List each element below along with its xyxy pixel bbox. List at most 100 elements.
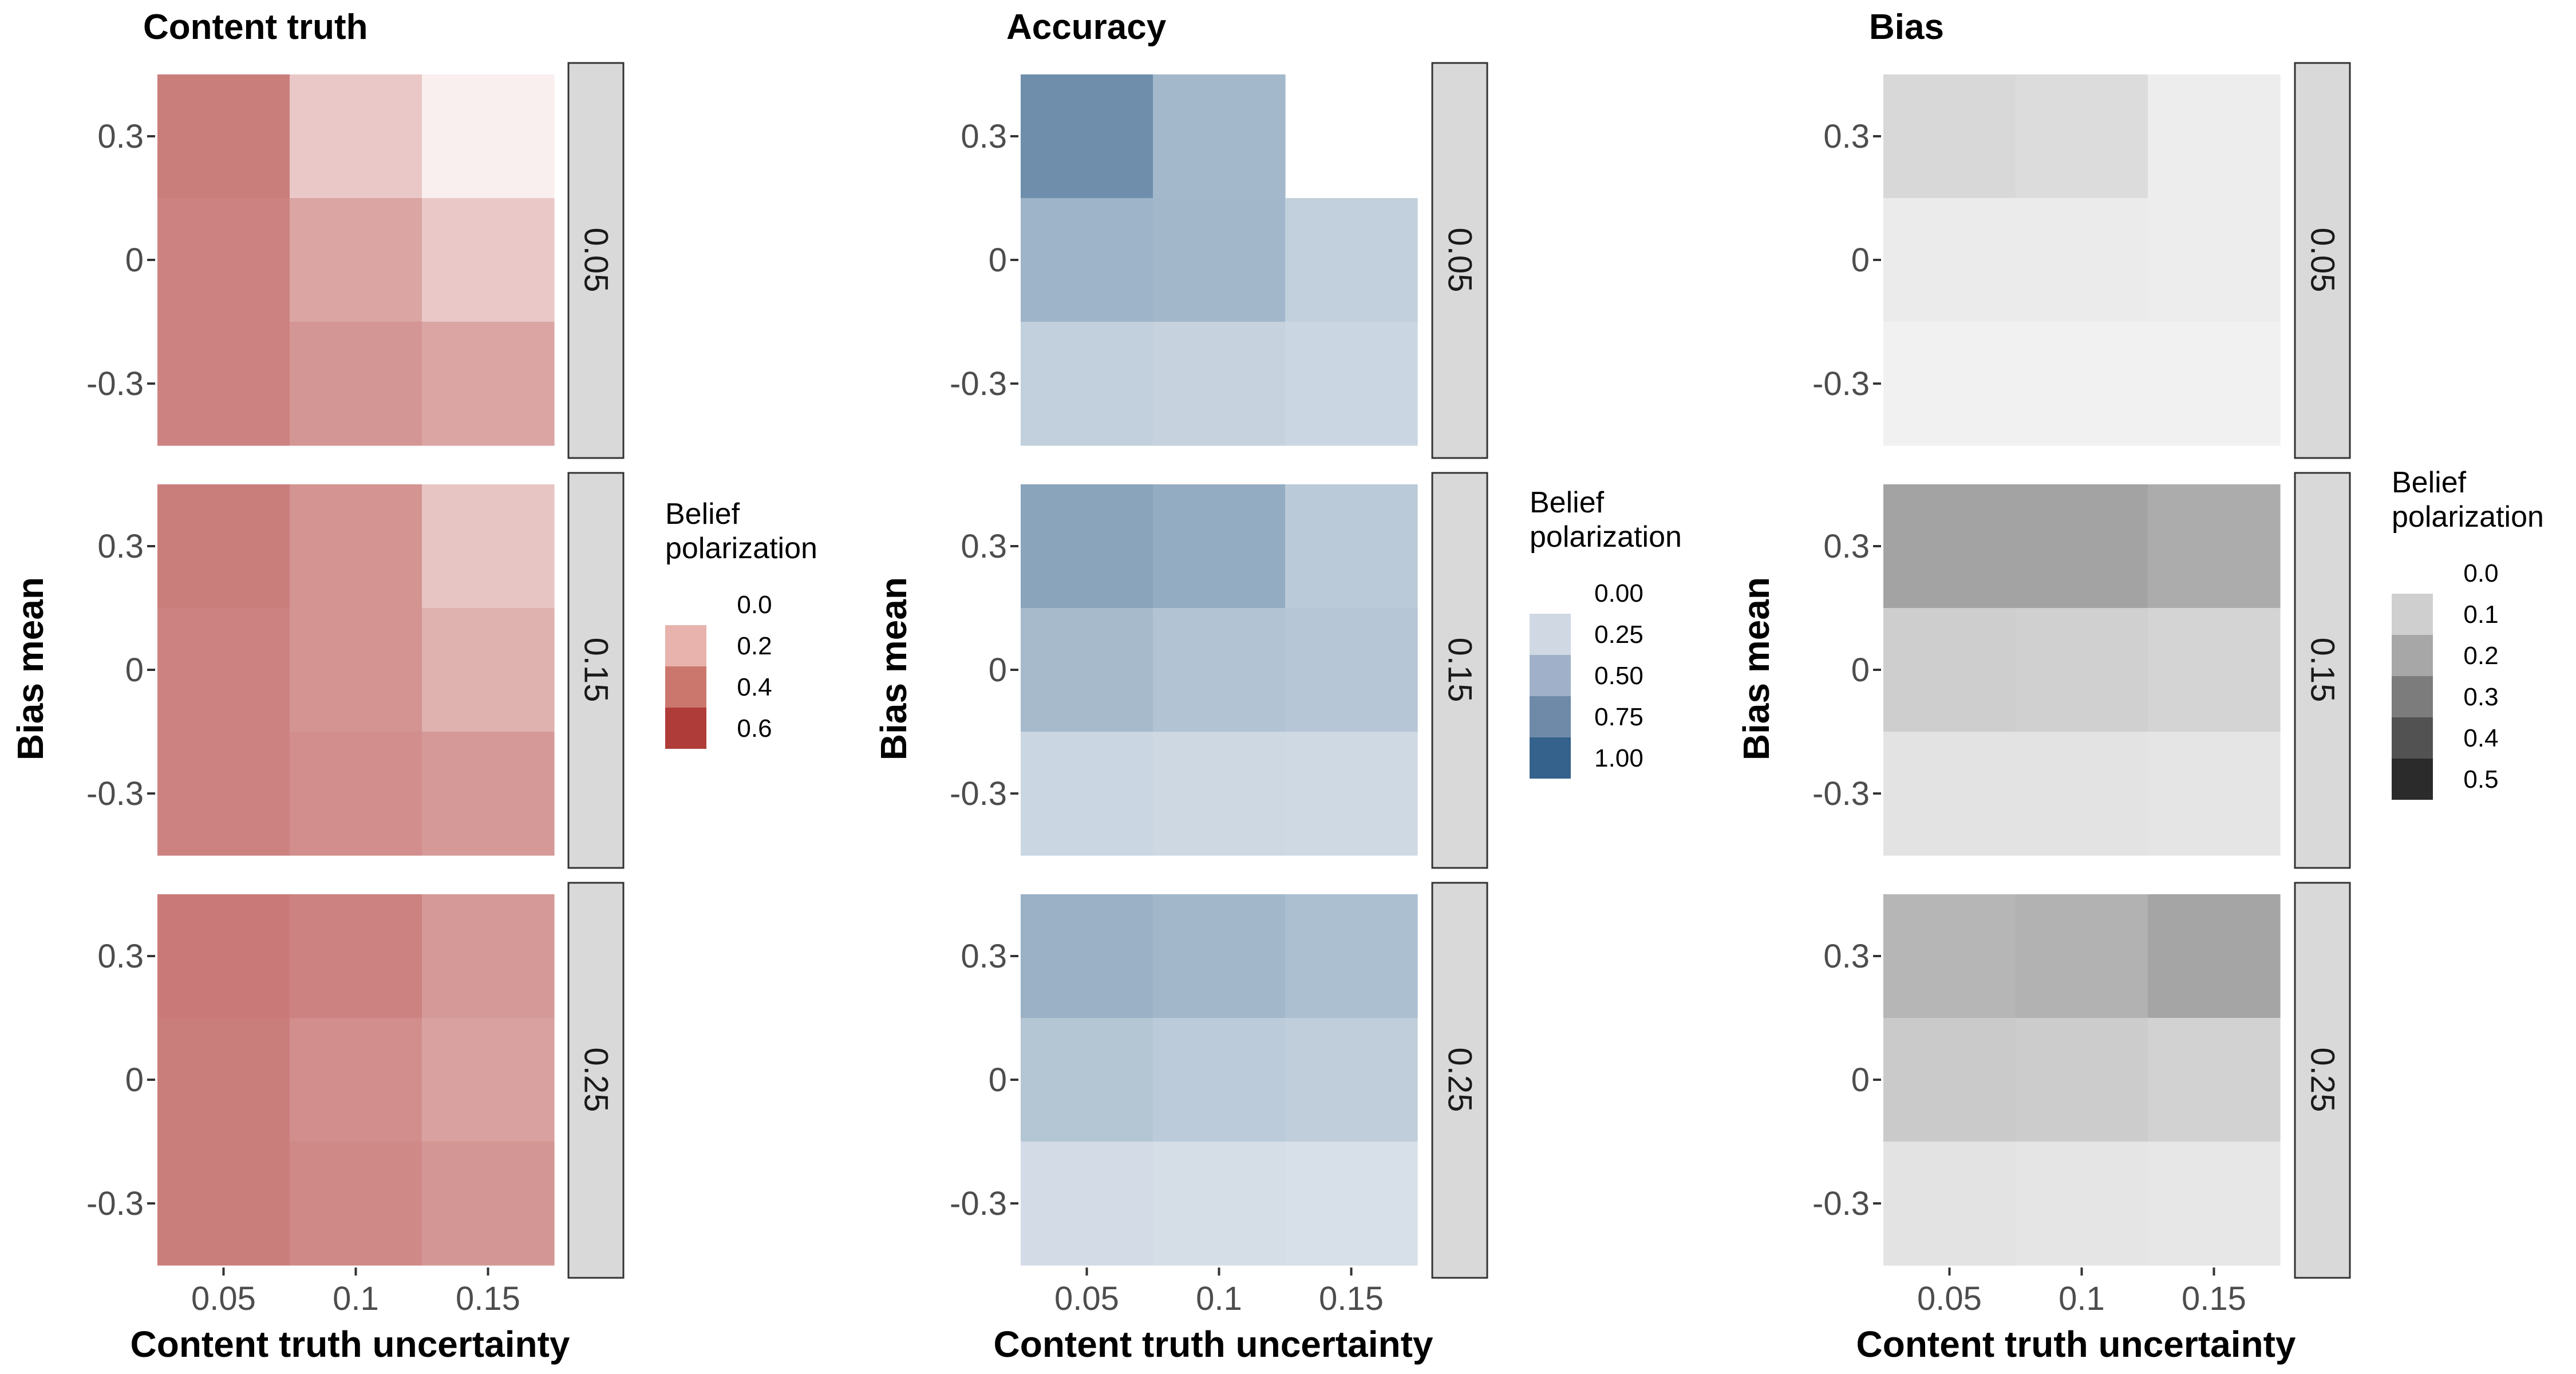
x-tick-label: 0.15 (1319, 1280, 1384, 1317)
heatmap-cell (2016, 894, 2148, 1018)
panel-2: Accuracy 0.3 0 -0.3 0.05 0.3 0 -0.3 0.15 0.3 0 -0.3… (873, 7, 1682, 1365)
facet-strip (1431, 472, 1488, 869)
heatmap-cell (157, 322, 290, 446)
legend-title-line: polarization (2392, 500, 2544, 534)
heatmap-cell (1285, 198, 1418, 322)
legend-key (2392, 676, 2433, 717)
heatmap-cell (1153, 608, 1286, 732)
heatmap-cell (1285, 1018, 1418, 1142)
facet-0.05: 0.3 0 -0.3 0.05 (1812, 62, 2351, 459)
facet-strip-label: 0.15 (1441, 638, 1479, 702)
heatmap-cell (1285, 322, 1418, 446)
x-axis-label: Content truth uncertainty (131, 1324, 570, 1365)
y-tick-label: 0 (1851, 242, 1870, 279)
legend-key (2392, 594, 2433, 635)
heatmap-cell (422, 1142, 555, 1266)
heatmap-cell (2148, 484, 2281, 609)
y-tick-label: 0 (1851, 1061, 1870, 1099)
y-tick-label: -0.3 (86, 1185, 144, 1222)
heatmap-cell (290, 894, 422, 1018)
legend-label: 0.6 (737, 714, 772, 743)
facet-0.05: 0.3 0 -0.3 0.05 (950, 62, 1488, 459)
heatmap-cell (1153, 1142, 1286, 1266)
legend-key (665, 625, 706, 666)
x-tick-label: 0.15 (456, 1280, 520, 1317)
heatmap-cell (422, 732, 555, 856)
y-tick-label: 0 (125, 1061, 144, 1099)
facet-strip (567, 472, 625, 869)
y-tick-label: 0.3 (961, 118, 1007, 155)
legend-key (1530, 614, 1571, 655)
facet-strip-label: 0.05 (578, 228, 615, 293)
heatmap-cell (1021, 74, 1153, 199)
heatmap-cell (2016, 608, 2148, 732)
x-tick-label: 0.05 (1054, 1280, 1119, 1317)
heatmap-cell (1153, 732, 1286, 856)
legend-key (2392, 635, 2433, 676)
x-tick-label: 0.1 (2059, 1280, 2105, 1317)
heatmap-cell (1883, 74, 2016, 199)
legend-label: 0.75 (1594, 703, 1643, 731)
facet-strip (1431, 882, 1488, 1279)
y-tick-label: 0.3 (961, 528, 1007, 565)
y-tick-label: 0 (125, 652, 144, 689)
y-tick-label: -0.3 (1812, 775, 1870, 812)
facet-strip (2294, 472, 2351, 869)
y-tick-label: -0.3 (86, 365, 144, 402)
heatmap-cell (2016, 198, 2148, 322)
legend-label: 0.00 (1594, 579, 1643, 607)
legend-key (2392, 717, 2433, 759)
heatmap-cell (1021, 1018, 1153, 1142)
heatmap-cell (1285, 484, 1418, 609)
y-axis-label: Bias mean (873, 577, 914, 760)
heatmap-cell (1021, 894, 1153, 1018)
heatmap-cell (2148, 198, 2281, 322)
facet-strip (2294, 62, 2351, 459)
facet-strip-label: 0.15 (578, 638, 615, 702)
legend-label: 0.3 (2463, 683, 2498, 711)
heatmap-cell (1021, 1142, 1153, 1266)
heatmap-cell (422, 1018, 555, 1142)
legend-label: 0.0 (2463, 559, 2498, 587)
legend-title-line: Belief (665, 498, 740, 531)
x-tick-label: 0.05 (191, 1280, 256, 1317)
heatmap-cell (290, 198, 422, 322)
heatmap-cell (1883, 198, 2016, 322)
heatmap-cell (290, 1018, 422, 1142)
heatmap-cell (1021, 198, 1153, 322)
heatmap-cell (1153, 894, 1286, 1018)
heatmap-cell (1285, 1142, 1418, 1266)
heatmap-cell (157, 732, 290, 856)
facet-0.25: 0.3 0 -0.3 0.25 (86, 882, 625, 1279)
heatmap-cell (290, 484, 422, 609)
legend-label: 0.4 (2463, 724, 2498, 752)
heatmap-cell (1285, 732, 1418, 856)
x-axis-label: Content truth uncertainty (1856, 1324, 2296, 1365)
facet-strip-label: 0.25 (2304, 1048, 2341, 1112)
facet-strip (567, 882, 625, 1279)
heatmap-cell (2148, 322, 2281, 446)
heatmap-cell (1883, 732, 2016, 856)
heatmap-cell (157, 608, 290, 732)
x-tick-label: 0.1 (1196, 1280, 1242, 1317)
heatmap-cell (2148, 732, 2281, 856)
heatmap-cell (290, 608, 422, 732)
facet-strip-label: 0.25 (1441, 1048, 1479, 1112)
y-tick-label: -0.3 (1812, 365, 1870, 402)
heatmap-cell (1021, 322, 1153, 446)
y-tick-label: 0 (1851, 652, 1870, 689)
legend-key (1530, 655, 1571, 696)
legend-label: 0.4 (737, 673, 772, 701)
heatmap-cell (290, 322, 422, 446)
facet-strip (567, 62, 625, 459)
heatmap-cell (422, 608, 555, 732)
heatmap-cell (2016, 732, 2148, 856)
legend-label: 0.0 (737, 591, 772, 619)
legend-label: 0.50 (1594, 662, 1643, 690)
heatmap-cell (2148, 1018, 2281, 1142)
facet-0.15: 0.3 0 -0.3 0.15 (950, 472, 1488, 869)
heatmap-cell (157, 484, 290, 609)
heatmap-cell (1153, 74, 1286, 199)
